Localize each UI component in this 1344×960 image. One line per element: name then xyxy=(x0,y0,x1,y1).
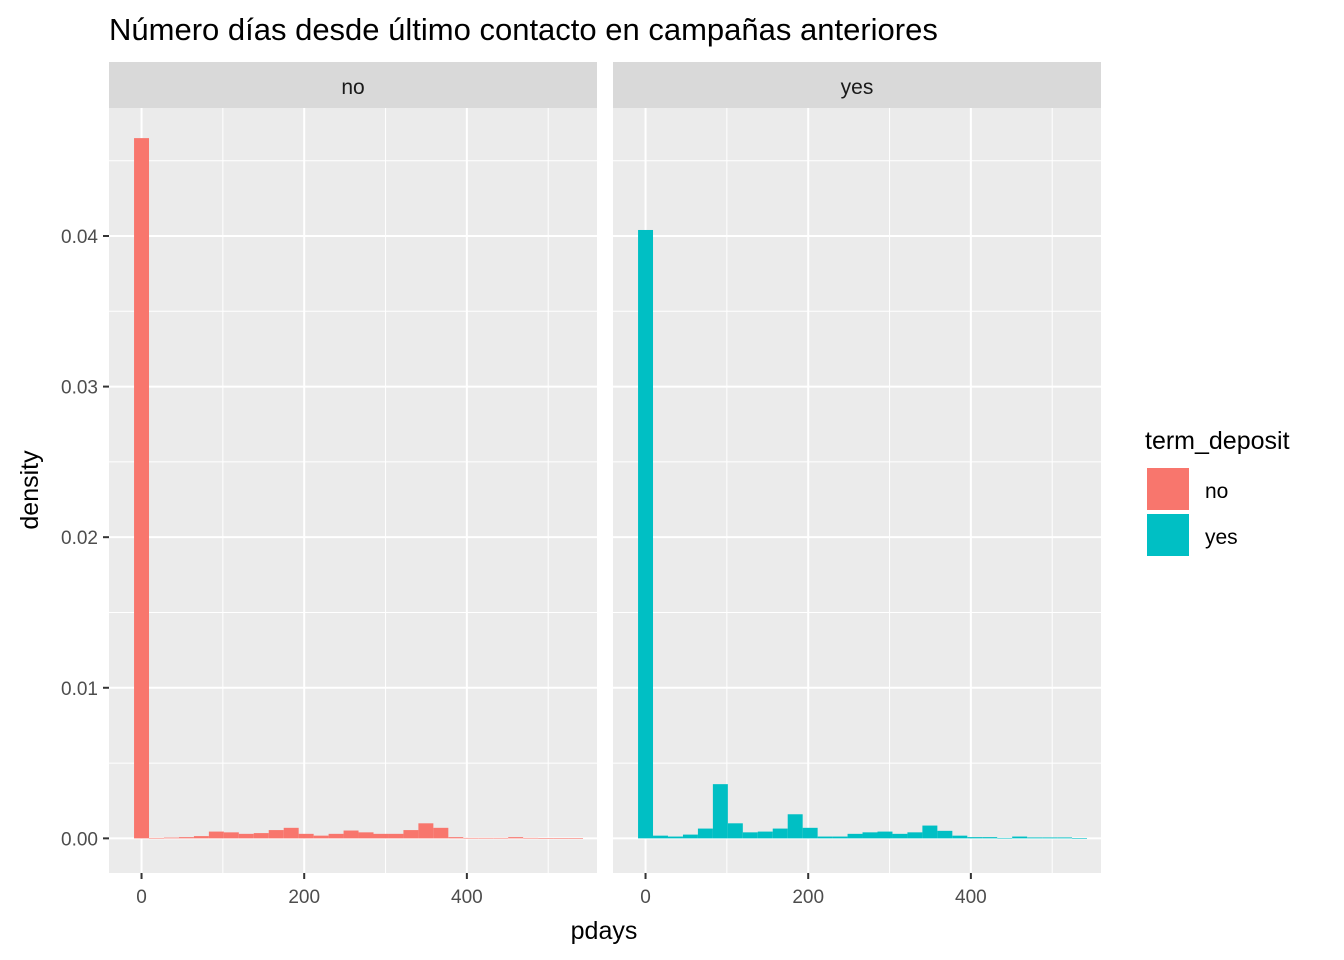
histogram-bar xyxy=(238,833,254,839)
histogram-bar xyxy=(478,837,494,839)
histogram-bar xyxy=(298,833,314,839)
y-tick-label: 0.02 xyxy=(61,528,98,549)
histogram-bar xyxy=(508,837,524,839)
x-tick-label: 400 xyxy=(451,887,483,908)
chart-title: Número días desde último contacto en cam… xyxy=(109,12,938,47)
histogram-bar xyxy=(523,837,539,839)
histogram-bar xyxy=(817,836,833,839)
histogram-bar xyxy=(568,838,584,839)
histogram-bar xyxy=(997,837,1013,839)
histogram-bar xyxy=(667,836,683,839)
histogram-bar xyxy=(313,835,329,839)
histogram-bar xyxy=(418,823,434,839)
y-tick-label: 0.01 xyxy=(61,679,98,700)
legend-label-no: no xyxy=(1205,480,1228,503)
histogram-bar xyxy=(328,833,344,839)
histogram-bar xyxy=(134,138,150,839)
histogram-bar xyxy=(403,830,419,839)
histogram-bar xyxy=(862,832,878,839)
histogram-bar xyxy=(653,835,668,839)
histogram-bar xyxy=(343,830,359,839)
y-axis: 0.00 0.01 0.02 0.03 0.04 xyxy=(61,227,109,850)
y-tick-label: 0.03 xyxy=(61,378,98,399)
histogram-bar xyxy=(1012,836,1028,839)
histogram-bar xyxy=(832,836,848,839)
histogram-bar xyxy=(178,837,194,839)
histogram-bar xyxy=(223,832,239,839)
histogram-bar xyxy=(682,834,698,839)
histogram-bar xyxy=(697,828,713,839)
x-tick-label: 200 xyxy=(288,887,320,908)
legend-label-yes: yes xyxy=(1205,526,1238,549)
legend-title: term_deposit xyxy=(1145,427,1290,455)
histogram-bar xyxy=(772,828,788,839)
x-tick-label: 200 xyxy=(792,887,824,908)
histogram-bar xyxy=(553,838,569,839)
histogram-bar xyxy=(727,823,743,839)
histogram-bar xyxy=(208,831,224,839)
histogram-bar xyxy=(802,827,818,839)
histogram-bar xyxy=(193,836,209,839)
histogram-bar xyxy=(1042,837,1058,839)
y-axis-title: density xyxy=(16,450,44,530)
histogram-bar xyxy=(877,831,893,839)
histogram-bar xyxy=(742,832,758,839)
histogram-bar xyxy=(463,837,479,839)
histogram-bar xyxy=(757,831,773,839)
histogram-bar xyxy=(253,833,269,839)
histogram-bar xyxy=(373,833,389,839)
histogram-bar xyxy=(538,838,554,839)
histogram-bar xyxy=(433,827,449,839)
facet-panel-no: no 0 200 400 xyxy=(109,62,597,908)
x-axis-title: pdays xyxy=(571,917,638,945)
legend-key-no xyxy=(1147,468,1189,510)
histogram-bar xyxy=(493,837,509,839)
histogram-bar xyxy=(892,833,908,839)
panel-background xyxy=(613,108,1101,873)
histogram-bar xyxy=(448,837,464,839)
histogram-bar xyxy=(268,830,284,839)
histogram-bar xyxy=(787,814,803,839)
x-tick-label: 0 xyxy=(640,887,651,908)
histogram-bar xyxy=(712,784,728,839)
histogram-bar xyxy=(388,833,404,839)
legend: term_deposit no yes xyxy=(1145,427,1290,556)
legend-key-yes xyxy=(1147,514,1189,556)
histogram-bar xyxy=(358,832,374,839)
histogram-bar xyxy=(638,229,654,839)
y-tick-label: 0.04 xyxy=(61,227,98,248)
histogram-bar xyxy=(952,835,968,839)
x-tick-label: 0 xyxy=(136,887,147,908)
facet-strip-label: no xyxy=(341,76,364,99)
x-tick-label: 400 xyxy=(955,887,987,908)
histogram-bar xyxy=(149,837,164,839)
histogram-bar xyxy=(907,832,923,839)
histogram-bar xyxy=(1027,837,1043,839)
facet-panel-yes: yes 0 200 400 xyxy=(613,62,1101,908)
facet-strip-label: yes xyxy=(841,76,874,99)
y-tick-label: 0.00 xyxy=(61,829,98,850)
panel-background xyxy=(109,108,597,873)
histogram-bar xyxy=(1057,837,1073,839)
histogram-bar xyxy=(163,837,179,839)
histogram-bar xyxy=(967,837,983,839)
facet-strip xyxy=(109,62,597,108)
histogram-bar xyxy=(847,833,863,839)
histogram-bar xyxy=(283,827,299,839)
histogram-bar xyxy=(1072,838,1088,839)
histogram-bar xyxy=(982,837,998,839)
histogram-bar xyxy=(922,825,938,839)
facet-strip xyxy=(613,62,1101,108)
histogram-bar xyxy=(937,830,953,839)
